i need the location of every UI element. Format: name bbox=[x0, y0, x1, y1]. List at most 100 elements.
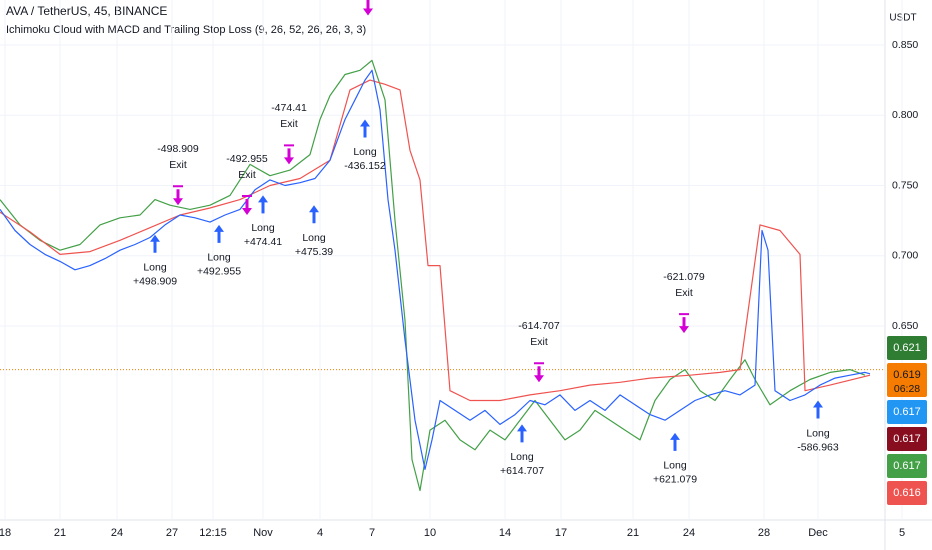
signal: Long -586.963 bbox=[797, 400, 839, 453]
x-tick-label: 5 bbox=[899, 527, 905, 539]
exit-arrow bbox=[242, 195, 252, 216]
signal-label: Long bbox=[353, 146, 377, 158]
price-tag-value: 0.619 bbox=[893, 369, 921, 381]
signal-label: Long bbox=[510, 451, 534, 463]
signal-amount: +492.955 bbox=[197, 266, 241, 278]
signal-label: Exit bbox=[530, 336, 548, 348]
signal-amount: +475.39 bbox=[295, 246, 333, 258]
x-tick-label: 28 bbox=[758, 527, 770, 539]
price-tag-box bbox=[887, 481, 927, 505]
series-line bbox=[0, 59, 866, 492]
signal: Long -436.152 bbox=[344, 119, 386, 172]
price-tag-value: 0.617 bbox=[893, 460, 921, 472]
signal: Long +621.079 bbox=[653, 432, 697, 486]
signal-amount: -614.707 bbox=[518, 320, 560, 332]
x-tick-label: 14 bbox=[499, 527, 511, 539]
y-tick-label: 0.650 bbox=[892, 320, 918, 332]
x-tick-label: 7 bbox=[369, 527, 375, 539]
signal-amount: -492.955 bbox=[226, 153, 268, 165]
series-line bbox=[0, 69, 871, 470]
signal-label: Exit bbox=[169, 159, 187, 171]
price-tag: 0.619 06:28 bbox=[887, 363, 927, 397]
exit-arrow bbox=[363, 0, 373, 16]
signal-label: Long bbox=[663, 460, 687, 472]
x-tick-label: 10 bbox=[424, 527, 436, 539]
price-tag-box bbox=[887, 363, 927, 397]
x-tick-label: 21 bbox=[54, 527, 66, 539]
signal-label: Exit bbox=[675, 287, 693, 299]
x-tick-label: 27 bbox=[166, 527, 178, 539]
signal-label: Long bbox=[251, 222, 275, 234]
x-tick-label: 24 bbox=[111, 527, 123, 539]
price-tag-value: 0.621 bbox=[893, 342, 921, 354]
x-tick-label: 21 bbox=[627, 527, 639, 539]
price-tag-box bbox=[887, 400, 927, 424]
y-tick-label: 0.850 bbox=[892, 39, 918, 51]
price-tag: 0.616 bbox=[887, 481, 927, 505]
signal-amount: -621.079 bbox=[663, 271, 705, 283]
long-arrow bbox=[670, 432, 680, 451]
signal-amount: -586.963 bbox=[797, 441, 839, 453]
signal: Long +498.909 bbox=[133, 234, 177, 287]
exit-arrow bbox=[679, 313, 689, 334]
signal-label: Exit bbox=[238, 169, 256, 181]
x-tick-label: 4 bbox=[317, 527, 323, 539]
signal: Long +474.41 bbox=[244, 195, 282, 248]
signal-amount: +621.079 bbox=[653, 474, 697, 486]
y-tick-label: 0.800 bbox=[892, 109, 918, 121]
grid-layer bbox=[0, 0, 903, 520]
signal-label: Exit bbox=[280, 118, 298, 130]
price-tag: 0.617 bbox=[887, 427, 927, 451]
price-tag-box bbox=[887, 454, 927, 478]
signal-label: Long bbox=[207, 252, 231, 264]
currency-label: USDT bbox=[889, 13, 916, 24]
signal: Exit -492.955 bbox=[226, 153, 268, 216]
y-tick-label: 0.700 bbox=[892, 250, 918, 262]
signal: Long +475.39 bbox=[295, 205, 333, 258]
exit-arrow bbox=[173, 185, 183, 206]
signal: Exit-475.39 bbox=[363, 0, 373, 16]
price-tag-value: 0.617 bbox=[893, 406, 921, 418]
x-tick-label: Nov bbox=[253, 527, 273, 539]
long-arrow bbox=[150, 234, 160, 253]
x-tick-label: 18 bbox=[0, 527, 11, 539]
long-arrow bbox=[813, 400, 823, 419]
price-tag: 0.617 bbox=[887, 454, 927, 478]
signal-amount: -498.909 bbox=[157, 143, 199, 155]
signal-amount: -474.41 bbox=[271, 102, 307, 114]
exit-arrow bbox=[284, 144, 294, 165]
x-tick-label: Dec bbox=[808, 527, 828, 539]
long-arrow bbox=[517, 424, 527, 443]
price-tag-countdown: 06:28 bbox=[894, 383, 920, 395]
x-tick-label: 17 bbox=[555, 527, 567, 539]
indicator-title: Ichimoku Cloud with MACD and Trailing St… bbox=[6, 24, 366, 36]
signal: Exit -474.41 bbox=[271, 102, 307, 165]
y-tick-label: 0.750 bbox=[892, 179, 918, 191]
signal: Exit -614.707 bbox=[518, 320, 560, 383]
signal: Exit -498.909 bbox=[157, 143, 199, 206]
signal-amount: +474.41 bbox=[244, 236, 282, 248]
price-tag-box bbox=[887, 336, 927, 360]
signal-label: Long bbox=[806, 427, 830, 439]
long-arrow bbox=[258, 195, 268, 214]
long-arrow bbox=[214, 224, 224, 243]
signal-label: Long bbox=[143, 261, 167, 273]
long-arrow bbox=[309, 205, 319, 224]
signal-label: Long bbox=[302, 232, 326, 244]
price-tag: 0.621 bbox=[887, 336, 927, 360]
signal: Long +614.707 bbox=[500, 424, 544, 477]
price-tag-value: 0.617 bbox=[893, 433, 921, 445]
price-tag: 0.617 bbox=[887, 400, 927, 424]
chart-title: AVA / TetherUS, 45, BINANCE bbox=[6, 4, 167, 18]
long-arrow bbox=[360, 119, 370, 138]
price-tag-box bbox=[887, 427, 927, 451]
signal: Long +492.955 bbox=[197, 224, 241, 278]
signal-amount: +498.909 bbox=[133, 275, 177, 287]
signal-amount: +614.707 bbox=[500, 465, 544, 477]
exit-arrow bbox=[534, 362, 544, 383]
x-tick-label: 24 bbox=[683, 527, 695, 539]
signal: Exit -621.079 bbox=[663, 271, 705, 334]
